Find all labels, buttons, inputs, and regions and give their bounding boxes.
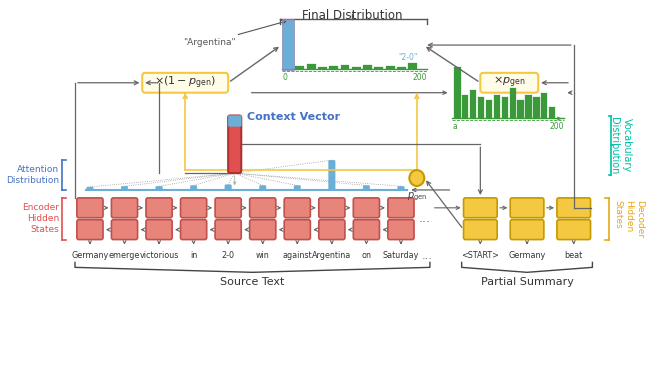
Bar [541,93,547,118]
FancyBboxPatch shape [259,185,266,190]
FancyBboxPatch shape [510,198,544,218]
FancyBboxPatch shape [181,220,207,240]
Text: "2-0": "2-0" [398,53,418,61]
FancyBboxPatch shape [463,220,497,240]
Text: Final Distribution: Final Distribution [302,9,402,22]
Text: Decoder
Hidden
States: Decoder Hidden States [613,200,644,238]
Text: Encoder
Hidden
States: Encoder Hidden States [22,203,59,234]
Bar [307,64,316,69]
Text: Source Text: Source Text [220,277,285,287]
FancyBboxPatch shape [146,220,172,240]
FancyBboxPatch shape [111,220,138,240]
FancyBboxPatch shape [363,185,370,190]
Text: emerge: emerge [109,251,140,261]
FancyBboxPatch shape [215,220,241,240]
Text: win: win [256,251,270,261]
FancyBboxPatch shape [111,198,138,218]
FancyBboxPatch shape [354,198,380,218]
FancyBboxPatch shape [122,186,128,190]
Text: 200: 200 [550,123,564,131]
Circle shape [410,170,424,186]
FancyBboxPatch shape [284,220,310,240]
Text: a: a [452,123,457,131]
Text: ...: ... [419,212,431,225]
Bar [296,66,304,69]
Bar [408,64,417,69]
Bar [374,67,384,69]
Bar [478,98,484,118]
Text: in: in [190,251,197,261]
Text: <START>: <START> [462,251,499,261]
FancyBboxPatch shape [181,198,207,218]
Text: "Argentina": "Argentina" [183,21,285,47]
Bar [397,67,406,69]
Bar [363,65,372,69]
Text: Saturday: Saturday [383,251,419,261]
Bar [318,67,327,69]
FancyBboxPatch shape [284,198,310,218]
Text: ...: ... [421,251,432,262]
Bar [510,88,516,118]
Text: on: on [361,251,371,261]
FancyBboxPatch shape [77,220,103,240]
Text: 200: 200 [413,73,427,82]
Text: victorious: victorious [139,251,179,261]
FancyBboxPatch shape [228,116,241,173]
Bar [284,21,293,69]
FancyBboxPatch shape [156,186,162,190]
FancyBboxPatch shape [510,220,544,240]
Bar [533,98,540,118]
Bar [330,66,338,69]
FancyBboxPatch shape [190,185,197,190]
FancyBboxPatch shape [354,220,380,240]
Bar [486,100,492,118]
Bar [386,66,395,69]
Text: $\times(1-p_{\rm gen})$: $\times(1-p_{\rm gen})$ [154,75,216,91]
Text: against: against [283,251,312,261]
Text: Attention
Distribution: Attention Distribution [6,165,59,185]
FancyBboxPatch shape [215,198,241,218]
Text: 0: 0 [282,73,287,82]
Text: $\times p_{\rm gen}$: $\times p_{\rm gen}$ [493,75,526,91]
Bar [454,67,460,118]
Bar [462,95,469,118]
FancyBboxPatch shape [557,198,591,218]
FancyBboxPatch shape [142,73,228,93]
Bar [549,107,555,118]
FancyBboxPatch shape [146,198,172,218]
Text: $p_{\rm gen}$: $p_{\rm gen}$ [407,191,427,204]
Text: Argentina: Argentina [312,251,352,261]
FancyBboxPatch shape [225,185,231,190]
FancyBboxPatch shape [228,116,241,127]
FancyBboxPatch shape [318,220,345,240]
Text: Germany: Germany [72,251,109,261]
FancyBboxPatch shape [557,220,591,240]
FancyBboxPatch shape [86,187,93,190]
Text: beat: beat [565,251,583,261]
Text: 2-0: 2-0 [222,251,235,261]
Bar [517,100,524,118]
Text: Germany: Germany [508,251,545,261]
FancyBboxPatch shape [480,73,538,93]
FancyBboxPatch shape [388,220,414,240]
Text: Context Vector: Context Vector [247,112,340,121]
FancyBboxPatch shape [77,198,103,218]
Bar [352,67,361,69]
FancyBboxPatch shape [318,198,345,218]
FancyBboxPatch shape [463,198,497,218]
FancyBboxPatch shape [250,198,276,218]
Bar [283,20,294,70]
FancyBboxPatch shape [388,198,414,218]
Bar [525,95,532,118]
FancyBboxPatch shape [250,220,276,240]
Bar [502,98,508,118]
FancyBboxPatch shape [328,160,335,190]
Text: Partial Summary: Partial Summary [480,277,573,287]
Bar [494,95,500,118]
Text: Vocabulary
Distribution: Vocabulary Distribution [609,117,632,174]
Bar [470,91,476,118]
Bar [341,65,350,69]
FancyBboxPatch shape [294,185,300,190]
FancyBboxPatch shape [398,186,404,190]
